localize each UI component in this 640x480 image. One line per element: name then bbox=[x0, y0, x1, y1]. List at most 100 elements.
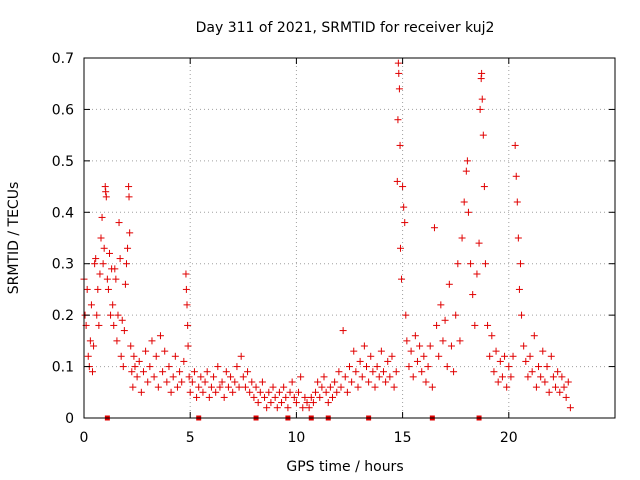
data-point bbox=[511, 141, 519, 149]
data-point bbox=[478, 95, 486, 103]
data-point bbox=[316, 393, 324, 401]
data-point bbox=[178, 378, 186, 386]
y-tick-label: 0.7 bbox=[52, 51, 74, 67]
data-point bbox=[354, 383, 362, 391]
data-point bbox=[450, 368, 458, 376]
data-point bbox=[139, 368, 147, 376]
data-point bbox=[205, 393, 213, 401]
data-point bbox=[182, 270, 190, 278]
data-point bbox=[407, 347, 415, 355]
data-point bbox=[129, 383, 137, 391]
data-point bbox=[413, 357, 421, 365]
data-point bbox=[295, 388, 303, 396]
data-point bbox=[367, 352, 375, 360]
data-point bbox=[98, 213, 106, 221]
data-point bbox=[471, 321, 479, 329]
data-point bbox=[299, 404, 307, 412]
data-point bbox=[284, 404, 292, 412]
data-point bbox=[452, 311, 460, 319]
data-point bbox=[430, 224, 438, 232]
data-point bbox=[352, 368, 360, 376]
data-point bbox=[239, 373, 247, 381]
data-point bbox=[282, 393, 290, 401]
data-point bbox=[258, 378, 266, 386]
data-point bbox=[103, 275, 111, 283]
data-point bbox=[401, 219, 409, 227]
data-point bbox=[475, 239, 483, 247]
data-point bbox=[105, 249, 113, 257]
data-point bbox=[183, 301, 191, 309]
data-point bbox=[326, 383, 334, 391]
data-point bbox=[248, 378, 256, 386]
data-point bbox=[112, 275, 120, 283]
data-point bbox=[229, 388, 237, 396]
data-point bbox=[396, 244, 404, 252]
data-point bbox=[478, 69, 486, 77]
data-point bbox=[494, 378, 502, 386]
data-point bbox=[356, 357, 364, 365]
data-point bbox=[188, 378, 196, 386]
data-point bbox=[303, 399, 311, 407]
data-point bbox=[535, 363, 543, 371]
data-point bbox=[460, 198, 468, 206]
data-point bbox=[526, 352, 534, 360]
data-point bbox=[305, 404, 313, 412]
data-point bbox=[121, 280, 129, 288]
data-point bbox=[197, 373, 205, 381]
chart-title: Day 311 of 2021, SRMTID for receiver kuj… bbox=[196, 20, 495, 36]
data-point bbox=[142, 347, 150, 355]
data-point bbox=[537, 373, 545, 381]
data-point bbox=[518, 311, 526, 319]
data-point bbox=[265, 388, 273, 396]
data-point bbox=[125, 183, 133, 191]
data-point bbox=[150, 373, 158, 381]
data-point bbox=[288, 378, 296, 386]
data-point bbox=[250, 393, 258, 401]
x-tick-label: 5 bbox=[186, 430, 195, 446]
data-point bbox=[116, 255, 124, 263]
data-point bbox=[530, 332, 538, 340]
data-point bbox=[522, 357, 530, 365]
data-point bbox=[193, 393, 201, 401]
data-point bbox=[86, 337, 94, 345]
data-point bbox=[186, 388, 194, 396]
data-point bbox=[396, 141, 404, 149]
data-point bbox=[379, 368, 387, 376]
data-point bbox=[393, 177, 401, 185]
data-point bbox=[207, 383, 215, 391]
data-point bbox=[314, 378, 322, 386]
data-point bbox=[256, 388, 264, 396]
data-point bbox=[273, 404, 281, 412]
data-point bbox=[382, 378, 390, 386]
data-point bbox=[516, 260, 524, 268]
data-point bbox=[122, 260, 130, 268]
data-point bbox=[171, 352, 179, 360]
data-point bbox=[263, 404, 271, 412]
data-point bbox=[390, 383, 398, 391]
data-point bbox=[231, 378, 239, 386]
data-point bbox=[280, 383, 288, 391]
data-point bbox=[84, 352, 92, 360]
data-point bbox=[398, 275, 406, 283]
data-point bbox=[492, 347, 500, 355]
data-point bbox=[426, 342, 434, 350]
data-point bbox=[195, 383, 203, 391]
data-point bbox=[127, 342, 135, 350]
data-point bbox=[324, 399, 332, 407]
data-point bbox=[420, 352, 428, 360]
data-point bbox=[520, 342, 528, 350]
data-point bbox=[346, 363, 353, 371]
data-point bbox=[133, 373, 141, 381]
data-point bbox=[486, 352, 494, 360]
data-point bbox=[312, 388, 320, 396]
data-point bbox=[341, 373, 349, 381]
data-point bbox=[488, 332, 496, 340]
data-point bbox=[128, 368, 136, 376]
data-point bbox=[558, 373, 566, 381]
y-tick-label: 0.1 bbox=[52, 360, 74, 376]
data-point bbox=[182, 285, 190, 293]
data-point bbox=[322, 388, 330, 396]
data-point bbox=[339, 327, 347, 335]
data-point bbox=[100, 244, 108, 252]
y-tick-label: 0.5 bbox=[52, 154, 74, 170]
